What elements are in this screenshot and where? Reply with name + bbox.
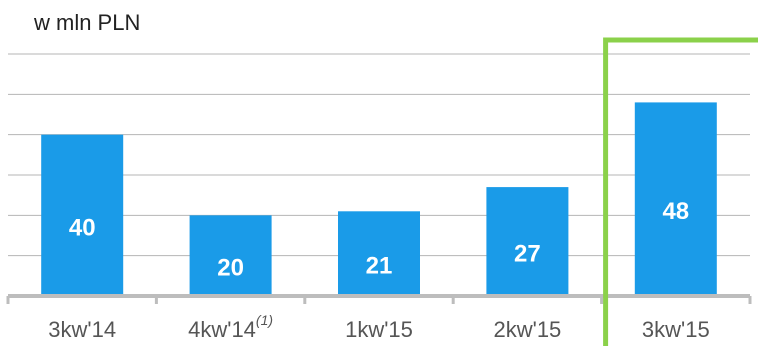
bar (189, 215, 272, 296)
unit-label: w mln PLN (34, 10, 141, 35)
x-tick-label: 1kw'15 (345, 317, 413, 342)
bar (338, 211, 420, 296)
x-tick-label: 2kw'15 (494, 317, 562, 342)
bar-value-label: 21 (366, 253, 393, 280)
bar-value-label: 27 (514, 241, 541, 268)
x-tick-label: 4kw'14(1) (188, 312, 273, 342)
footnote-superscript: (1) (256, 312, 273, 328)
x-tick-label: 3kw'15 (642, 317, 710, 342)
highlight-bracket (603, 37, 758, 346)
bar-value-label: 40 (69, 214, 96, 241)
bar (41, 134, 124, 296)
x-tick-label: 3kw'14 (48, 317, 116, 342)
bar (634, 102, 717, 297)
bar-value-label: 48 (662, 198, 689, 225)
bar-value-label: 20 (217, 255, 244, 282)
bar (486, 187, 569, 296)
